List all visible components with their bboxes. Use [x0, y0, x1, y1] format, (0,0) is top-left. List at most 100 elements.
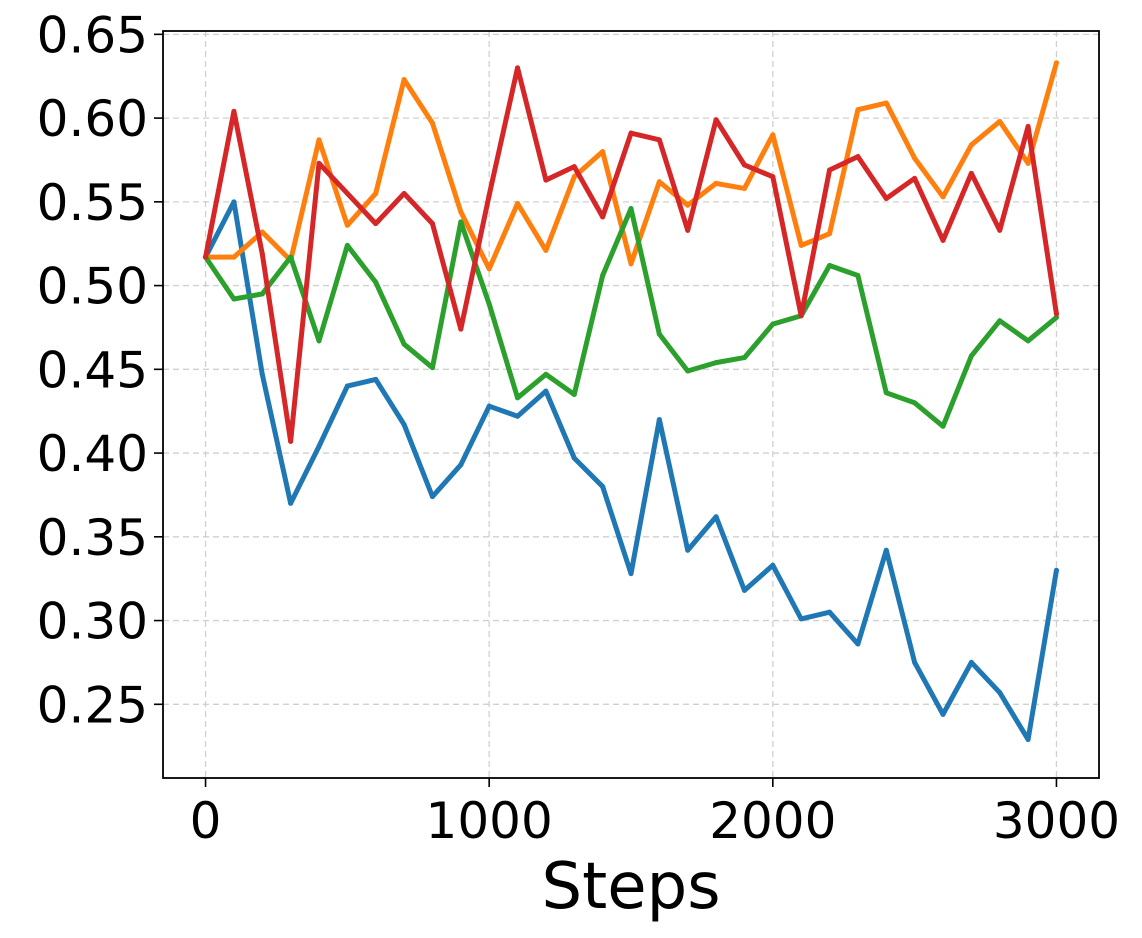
- data-point: [401, 77, 407, 83]
- data-point: [231, 296, 237, 302]
- data-point: [940, 194, 946, 200]
- data-point: [543, 388, 549, 394]
- data-point: [401, 422, 407, 428]
- series-line: [203, 206, 1059, 429]
- data-point: [231, 254, 237, 260]
- data-point: [656, 417, 662, 423]
- data-point: [997, 227, 1003, 233]
- data-point: [288, 438, 294, 444]
- data-point: [883, 547, 889, 553]
- data-point: [543, 371, 549, 377]
- series-line: [203, 60, 1059, 272]
- y-tick-label: 0.50: [37, 258, 148, 316]
- series-2: [203, 60, 1059, 272]
- data-point: [486, 301, 492, 307]
- data-point: [316, 137, 322, 143]
- data-point: [1025, 338, 1031, 344]
- data-point: [741, 355, 747, 361]
- data-point: [770, 174, 776, 180]
- data-point: [600, 273, 606, 279]
- y-tick-label: 0.65: [37, 6, 148, 64]
- series-line: [203, 199, 1059, 742]
- data-point: [231, 199, 237, 205]
- x-tick-label: 2000: [709, 792, 836, 850]
- data-point: [713, 514, 719, 520]
- data-point: [203, 254, 209, 260]
- data-point: [373, 190, 379, 196]
- data-point: [288, 254, 294, 260]
- data-point: [259, 251, 265, 257]
- y-tick-label: 0.25: [37, 676, 148, 734]
- data-point: [515, 395, 521, 401]
- data-point: [713, 117, 719, 123]
- data-point: [940, 423, 946, 429]
- data-point: [458, 326, 464, 332]
- y-tick-label: 0.35: [37, 509, 148, 567]
- data-point: [259, 229, 265, 235]
- data-point: [458, 219, 464, 225]
- data-point: [486, 192, 492, 198]
- data-point: [571, 174, 577, 180]
- data-point: [344, 190, 350, 196]
- data-point: [344, 383, 350, 389]
- data-point: [997, 318, 1003, 324]
- data-point: [912, 659, 918, 665]
- data-point: [1053, 311, 1059, 317]
- data-point: [1025, 736, 1031, 742]
- data-point: [401, 341, 407, 347]
- data-point: [855, 273, 861, 279]
- data-point: [515, 413, 521, 419]
- data-point: [458, 462, 464, 468]
- data-point: [912, 175, 918, 181]
- data-point: [571, 455, 577, 461]
- data-point: [373, 279, 379, 285]
- data-point: [741, 587, 747, 593]
- data-point: [429, 221, 435, 227]
- x-tick-label: 0: [190, 792, 222, 850]
- data-point: [685, 227, 691, 233]
- data-point: [741, 162, 747, 168]
- axis-ticks: 0.25 0.30 0.35 0.40 0.45 0.50 0.55 0.60 0.65 0 100…: [37, 6, 1120, 850]
- data-point: [855, 641, 861, 647]
- data-point: [968, 659, 974, 665]
- y-tick-label: 0.55: [37, 174, 148, 232]
- data-point: [259, 291, 265, 297]
- data-point: [515, 201, 521, 207]
- data-point: [600, 484, 606, 490]
- data-point: [429, 494, 435, 500]
- data-point: [486, 403, 492, 409]
- data-point: [429, 120, 435, 126]
- data-point: [656, 137, 662, 143]
- data-point: [1053, 60, 1059, 66]
- y-tick-label: 0.30: [37, 593, 148, 651]
- data-point: [543, 177, 549, 183]
- data-point: [685, 547, 691, 553]
- x-axis-title: Steps: [541, 850, 720, 924]
- data-point: [344, 222, 350, 228]
- data-point: [883, 195, 889, 201]
- data-point: [883, 100, 889, 106]
- data-point: [628, 130, 634, 136]
- data-point: [486, 266, 492, 272]
- data-point: [685, 202, 691, 208]
- data-point: [316, 338, 322, 344]
- grid: [163, 31, 1099, 778]
- data-point: [827, 262, 833, 268]
- series-lines: [203, 60, 1059, 742]
- data-point: [685, 368, 691, 374]
- data-point: [883, 390, 889, 396]
- data-point: [316, 443, 322, 449]
- data-point: [798, 313, 804, 319]
- y-tick-label: 0.60: [37, 90, 148, 148]
- data-point: [628, 206, 634, 212]
- data-point: [997, 118, 1003, 124]
- data-point: [770, 562, 776, 568]
- data-point: [770, 132, 776, 138]
- data-point: [600, 214, 606, 220]
- data-point: [827, 231, 833, 237]
- series-1: [203, 199, 1059, 742]
- data-point: [288, 500, 294, 506]
- data-point: [741, 185, 747, 191]
- data-point: [656, 331, 662, 337]
